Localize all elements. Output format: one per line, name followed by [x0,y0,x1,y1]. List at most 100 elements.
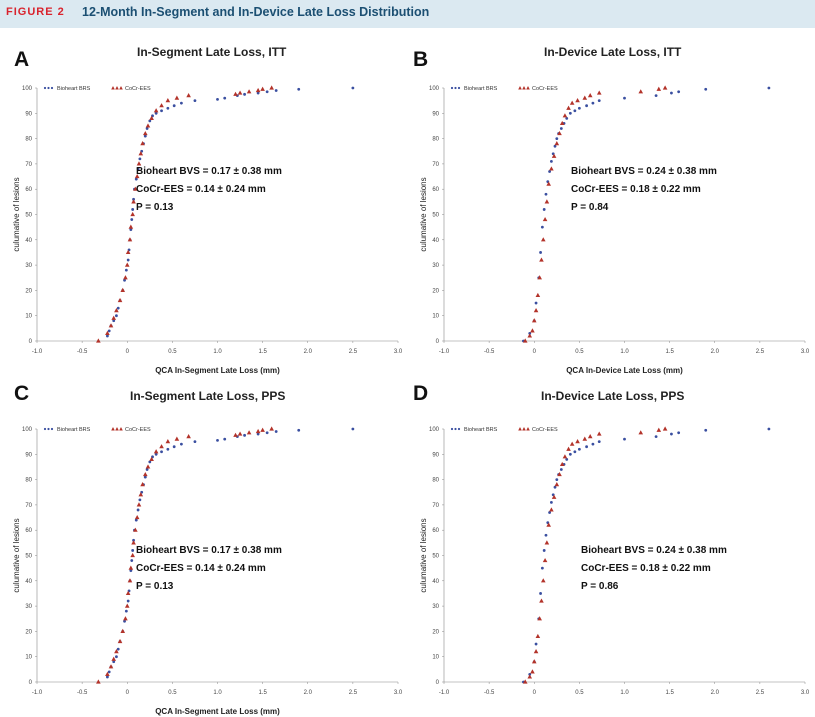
data-point-cocr [554,141,560,146]
data-point-cocr [537,275,542,280]
data-point-bioheart [351,86,355,90]
x-tick-label: 1.0 [620,349,629,355]
data-point-bioheart [223,96,227,100]
stat-line: CoCr-EES = 0.14 ± 0.24 mm [136,184,266,195]
data-point-cocr [125,249,131,255]
data-point-bioheart [131,549,135,552]
data-point-bioheart [256,432,260,436]
legend-label-cocr: CoCr-EES [532,427,558,433]
data-point-cocr [174,95,180,100]
data-point-bioheart [573,109,577,113]
data-point-cocr [138,492,144,497]
data-point-bioheart [591,101,595,105]
x-tick-label: -0.5 [484,690,495,696]
data-point-cocr [260,86,265,91]
data-point-cocr [587,92,593,98]
data-point-cocr [233,432,238,437]
legend-dot-bioheart [450,86,454,90]
y-tick-label: 90 [25,452,32,458]
data-point-bioheart [154,111,158,115]
data-point-cocr [551,494,557,499]
data-point-cocr [140,482,145,487]
data-point-cocr [123,616,128,621]
data-point-cocr [143,130,148,136]
data-point-cocr [535,633,541,639]
data-point-bioheart [549,159,553,163]
y-tick-label: 10 [432,655,439,661]
legend-triangle-cocr [119,86,123,90]
chart-b: 0 10 20 30 40 50 60 70 80 90 100 -1.0 -0.5 0 0.5 1.0 1.5… [419,85,810,375]
x-tick-label: -0.5 [484,349,495,355]
legend-label-bioheart: Bioheart BRS [57,86,91,92]
data-point-bioheart [180,101,183,105]
data-point-cocr [159,444,164,449]
legend-dot-bioheart [50,86,54,90]
y-tick-label: 10 [432,314,439,320]
y-tick-label: 80 [25,137,32,143]
y-tick-label: 20 [25,629,32,635]
x-tick-label: 0.5 [168,349,177,355]
x-tick-label: 0 [533,349,537,355]
legend: Bioheart BRS CoCr-EES [43,427,151,433]
data-point-bioheart [549,500,553,504]
legend-dot-bioheart [450,427,454,431]
data-point-cocr [530,669,535,674]
legend-triangle-cocr [111,427,115,431]
data-point-cocr [130,211,135,217]
y-tick-label: 100 [22,86,33,92]
data-point-cocr [96,679,101,684]
data-point-bioheart [274,89,278,92]
data-point-bioheart [160,450,163,454]
data-point-cocr [125,590,131,596]
data-point-cocr [153,108,159,113]
data-point-cocr [531,318,537,323]
data-point-bioheart [623,96,626,100]
stat-line: Bioheart BVS = 0.17 ± 0.38 mm [136,166,282,177]
data-point-bioheart [112,660,116,664]
legend-dot-bioheart [43,427,47,431]
data-point-cocr [569,441,575,446]
data-point-bioheart [542,208,546,211]
data-point-bioheart [138,498,142,502]
data-point-cocr [237,431,243,436]
data-point-bioheart [559,468,563,471]
data-point-bioheart [585,104,588,108]
data-point-bioheart [548,511,551,514]
data-point-cocr [535,292,541,298]
y-tick-label: 30 [25,604,32,610]
y-tick-label: 60 [25,187,32,193]
y-tick-label: 100 [429,427,440,433]
data-point-bioheart [597,440,601,444]
data-point-bioheart [123,619,126,623]
data-point-cocr [165,98,171,103]
data-point-cocr [537,616,542,621]
legend-dot-bioheart [457,427,461,431]
y-axis-label: culumative of lesions [12,518,21,592]
data-point-cocr [575,98,580,103]
data-point-bioheart [160,109,163,113]
data-point-bioheart [115,314,118,318]
data-point-bioheart [126,258,130,262]
data-point-bioheart [143,475,147,479]
legend-triangle-cocr [522,86,526,90]
y-tick-label: 90 [25,111,32,117]
stat-line: Bioheart BVS = 0.17 ± 0.38 mm [136,545,282,556]
data-point-cocr [111,315,117,320]
x-tick-label: 0 [126,349,130,355]
y-tick-label: 80 [432,137,439,143]
legend-label-bioheart: Bioheart BRS [464,86,498,92]
y-tick-label: 40 [25,238,32,244]
data-point-bioheart [577,106,581,110]
y-tick-label: 70 [432,162,439,168]
data-point-bioheart [539,592,542,595]
y-tick-label: 80 [25,478,32,484]
data-point-bioheart [243,433,246,437]
data-point-cocr [117,297,123,303]
y-tick-label: 40 [25,579,32,585]
legend-triangle-cocr [111,86,115,90]
legend: Bioheart BRS CoCr-EES [43,86,151,92]
data-point-cocr [114,649,119,654]
data-point-cocr [145,464,151,469]
data-point-cocr [530,328,535,333]
data-point-bioheart [136,508,140,512]
